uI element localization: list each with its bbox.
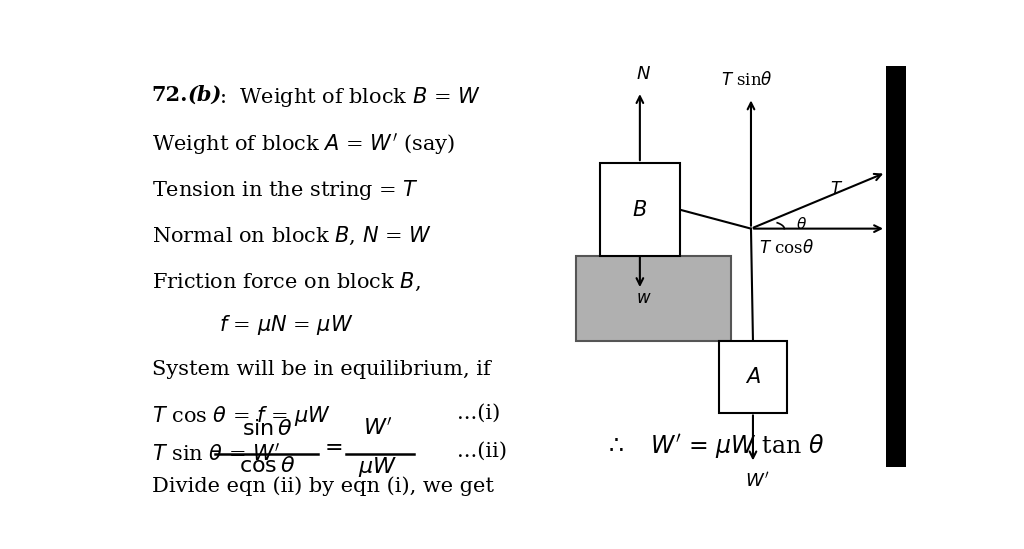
Text: $B$: $B$	[633, 200, 647, 220]
Bar	[577, 256, 731, 340]
Text: $W'$: $W'$	[364, 418, 393, 440]
Text: $\therefore$   $W'$ = $\mu W$ tan $\theta$: $\therefore$ $W'$ = $\mu W$ tan $\theta$	[604, 432, 824, 461]
Text: =: =	[325, 437, 344, 459]
Text: ...(ii): ...(ii)	[458, 442, 507, 461]
Text: $\cos\theta$: $\cos\theta$	[239, 455, 295, 477]
Text: $T$ cos$\theta$: $T$ cos$\theta$	[759, 239, 814, 257]
Text: :  Weight of block $B$ = $W$: : Weight of block $B$ = $W$	[219, 85, 481, 109]
Text: Normal on block $B$, $N$ = $W$: Normal on block $B$, $N$ = $W$	[152, 225, 432, 247]
Bar	[600, 163, 680, 256]
Text: $W'$: $W'$	[744, 472, 769, 491]
Text: ...(i): ...(i)	[458, 404, 501, 423]
Text: $\theta$: $\theta$	[797, 216, 807, 232]
Text: Friction force on block $B$,: Friction force on block $B$,	[152, 271, 421, 293]
Text: Divide eqn (ii) by eqn (i), we get: Divide eqn (ii) by eqn (i), we get	[152, 476, 494, 496]
Text: $A$: $A$	[745, 367, 761, 386]
Text: $N$: $N$	[636, 65, 651, 83]
Text: $\mu W$: $\mu W$	[358, 455, 397, 479]
Text: 72.: 72.	[152, 85, 188, 105]
Text: $T$ sin $\theta$ = $W'$: $T$ sin $\theta$ = $W'$	[152, 442, 281, 464]
Text: Weight of block $A$ = $W'$ (say): Weight of block $A$ = $W'$ (say)	[152, 131, 455, 158]
Text: System will be in equilibrium, if: System will be in equilibrium, if	[152, 360, 490, 379]
Text: $T$ cos $\theta$ = $f$ = $\mu W$: $T$ cos $\theta$ = $f$ = $\mu W$	[152, 404, 331, 428]
Bar	[719, 340, 786, 412]
Text: $\sin\theta$: $\sin\theta$	[242, 418, 292, 440]
Text: $w$: $w$	[636, 290, 651, 307]
Bar	[886, 66, 906, 468]
Text: $T$ sin$\theta$: $T$ sin$\theta$	[721, 71, 773, 89]
Text: (b): (b)	[187, 85, 222, 105]
Text: Tension in the string = $T$: Tension in the string = $T$	[152, 178, 419, 202]
Text: $T$: $T$	[830, 181, 844, 198]
Text: $f$ = $\mu N$ = $\mu W$: $f$ = $\mu N$ = $\mu W$	[219, 313, 353, 337]
